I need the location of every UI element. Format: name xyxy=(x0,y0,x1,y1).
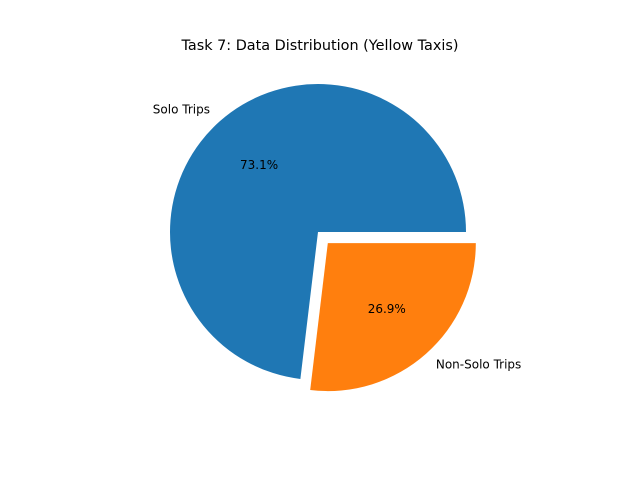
pie-slice-non-solo-trips xyxy=(310,243,476,392)
slice-percent-label: 73.1% xyxy=(240,158,278,172)
slice-label: Solo Trips xyxy=(153,103,210,117)
pie-slices xyxy=(170,84,476,392)
pie-labels: Solo Trips 73.1% Non-Solo Trips 26.9% xyxy=(153,103,521,372)
slice-label: Non-Solo Trips xyxy=(436,357,521,371)
slice-percent-label: 26.9% xyxy=(368,302,406,316)
chart-title: Task 7: Data Distribution (Yellow Taxis) xyxy=(180,38,458,54)
pie-slice-solo-trips xyxy=(170,84,466,379)
